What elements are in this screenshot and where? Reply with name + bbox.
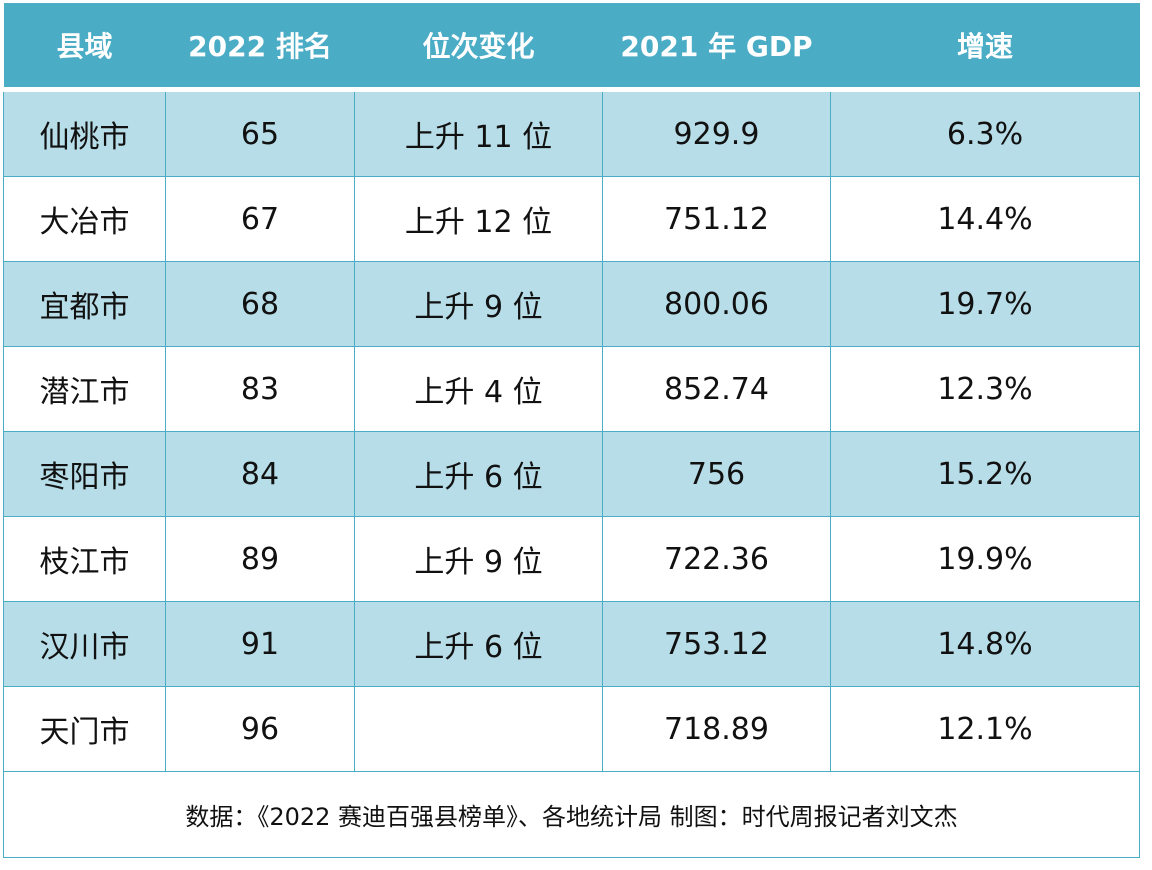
footer-row: 数据：《2022 赛迪百强县榜单》、各地统计局 制图：时代周报记者刘文杰 <box>3 771 1140 858</box>
table-cell: 751.12 <box>602 176 831 262</box>
table-cell: 上升 4 位 <box>354 346 603 432</box>
table-cell: 上升 6 位 <box>354 601 603 687</box>
table-body: 仙桃市 65 上升 11 位 929.9 6.3% 大冶市 67 上升 12 位 751.12 1… <box>3 89 1140 858</box>
table-cell: 潜江市 <box>3 346 166 432</box>
table-cell: 718.89 <box>602 686 831 772</box>
table-cell: 753.12 <box>602 601 831 687</box>
header-cell: 增速 <box>830 3 1140 92</box>
header-cell: 县域 <box>3 3 166 92</box>
table-row: 天门市 96 718.89 12.1% <box>3 686 1140 772</box>
table-cell: 14.8% <box>830 601 1140 687</box>
table-cell: 6.3% <box>830 89 1140 177</box>
table-cell: 枣阳市 <box>3 431 166 517</box>
header-cell: 2022 排名 <box>165 3 355 92</box>
table-row: 枣阳市 84 上升 6 位 756 15.2% <box>3 431 1140 517</box>
header-cell: 位次变化 <box>354 3 603 92</box>
table-cell: 14.4% <box>830 176 1140 262</box>
table-row: 宜都市 68 上升 9 位 800.06 19.7% <box>3 261 1140 347</box>
table-row: 枝江市 89 上升 9 位 722.36 19.9% <box>3 516 1140 602</box>
header-cell: 2021 年 GDP <box>602 3 831 92</box>
table-cell: 12.1% <box>830 686 1140 772</box>
table-cell: 上升 11 位 <box>354 89 603 177</box>
table-cell: 天门市 <box>3 686 166 772</box>
table-cell: 上升 12 位 <box>354 176 603 262</box>
gdp-table: 县域 2022 排名 位次变化 2021 年 GDP 增速 仙桃市 65 上升 11 位 92… <box>3 3 1140 858</box>
table-row: 潜江市 83 上升 4 位 852.74 12.3% <box>3 346 1140 432</box>
table-cell: 929.9 <box>602 89 831 177</box>
table-cell: 756 <box>602 431 831 517</box>
table-cell: 上升 6 位 <box>354 431 603 517</box>
table-cell: 上升 9 位 <box>354 516 603 602</box>
table-cell: 上升 9 位 <box>354 261 603 347</box>
table-cell: 68 <box>165 261 355 347</box>
footer-note: 数据：《2022 赛迪百强县榜单》、各地统计局 制图：时代周报记者刘文杰 <box>3 771 1140 858</box>
table-cell: 15.2% <box>830 431 1140 517</box>
header-row: 县域 2022 排名 位次变化 2021 年 GDP 增速 <box>3 3 1140 92</box>
table-cell: 67 <box>165 176 355 262</box>
table-cell: 大冶市 <box>3 176 166 262</box>
table-row: 大冶市 67 上升 12 位 751.12 14.4% <box>3 176 1140 262</box>
table-cell: 800.06 <box>602 261 831 347</box>
table-row: 汉川市 91 上升 6 位 753.12 14.8% <box>3 601 1140 687</box>
table-cell: 19.9% <box>830 516 1140 602</box>
table-cell <box>354 686 603 772</box>
table-cell: 83 <box>165 346 355 432</box>
table-row: 仙桃市 65 上升 11 位 929.9 6.3% <box>3 89 1140 177</box>
table-cell: 89 <box>165 516 355 602</box>
table-cell: 65 <box>165 89 355 177</box>
table-cell: 宜都市 <box>3 261 166 347</box>
table-cell: 枝江市 <box>3 516 166 602</box>
table-cell: 96 <box>165 686 355 772</box>
table-cell: 仙桃市 <box>3 89 166 177</box>
table-cell: 91 <box>165 601 355 687</box>
table-cell: 19.7% <box>830 261 1140 347</box>
table-cell: 722.36 <box>602 516 831 602</box>
table-cell: 汉川市 <box>3 601 166 687</box>
table-cell: 84 <box>165 431 355 517</box>
table-cell: 12.3% <box>830 346 1140 432</box>
table-cell: 852.74 <box>602 346 831 432</box>
